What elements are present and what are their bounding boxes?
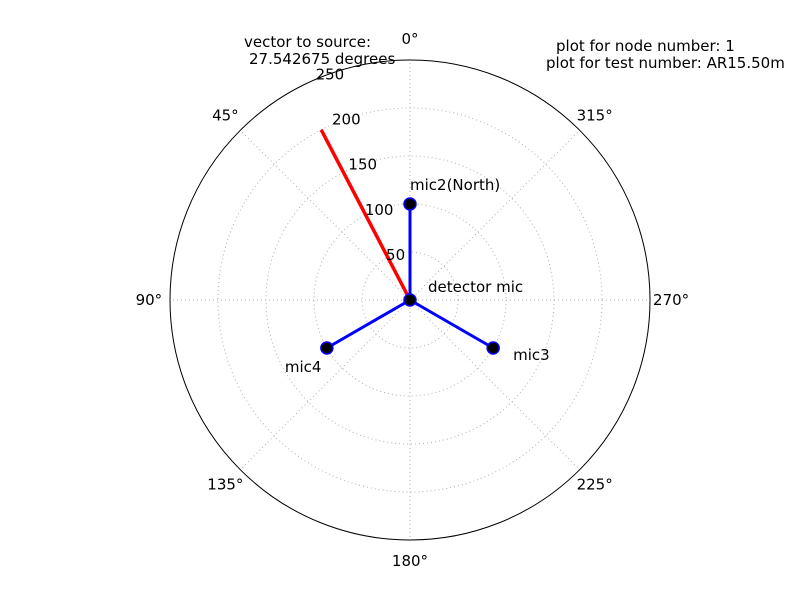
r-gridline — [265, 155, 555, 445]
mic-marker — [403, 197, 417, 211]
theta-tick-label: 0° — [401, 30, 418, 48]
theta-tick-label: 45° — [212, 106, 239, 124]
mic-marker — [403, 293, 417, 307]
source-vector-line — [319, 128, 412, 301]
theta-tick-label: 180° — [392, 552, 428, 570]
array-spoke — [409, 298, 494, 350]
node-number-label: plot for node number: 1 — [556, 37, 735, 55]
mic-markers — [320, 197, 500, 355]
mic-label: detector mic — [428, 278, 523, 296]
test-number-label: plot for test number: AR15.50m — [546, 54, 785, 72]
theta-gridline — [239, 129, 411, 301]
mic-label: mic4 — [285, 358, 322, 376]
vector-label-line1: vector to source: — [244, 33, 371, 51]
array-spokes — [326, 204, 494, 350]
r-tick-label: 100 — [365, 201, 394, 219]
theta-gridline — [409, 299, 581, 471]
theta-gridline — [239, 299, 411, 471]
r-tick-label: 200 — [332, 111, 361, 129]
mic-marker — [320, 341, 334, 355]
theta-tick-label: 225° — [577, 476, 613, 494]
r-gridline — [217, 107, 603, 493]
theta-tick-label: 315° — [577, 106, 613, 124]
r-gridline — [313, 203, 507, 397]
r-tick-label: 50 — [386, 246, 405, 264]
labels: 0° 45° 90° 135° 180° 225° 270° 315° 50 100 150 200 2… — [136, 30, 690, 570]
theta-tick-label: 135° — [207, 476, 243, 494]
theta-tick-label: 270° — [653, 291, 689, 309]
vector-label-line2: 27.542675 degrees — [249, 50, 395, 68]
r-tick-label: 150 — [348, 156, 377, 174]
mic-label: mic2(North) — [410, 176, 500, 194]
mic-marker — [486, 341, 500, 355]
r-tick-label: 250 — [316, 65, 345, 83]
theta-gridline — [409, 129, 581, 301]
r-gridline — [361, 251, 459, 349]
theta-tick-label: 90° — [136, 291, 163, 309]
source-vector — [319, 128, 412, 301]
grid-layer — [169, 59, 651, 541]
polar-frame — [169, 59, 651, 541]
array-spoke — [326, 298, 411, 350]
mic-label: mic3 — [513, 346, 550, 364]
